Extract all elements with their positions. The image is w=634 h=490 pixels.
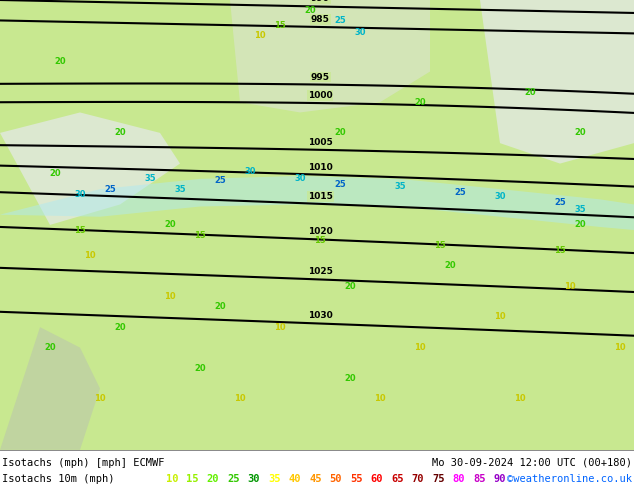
Text: 25: 25	[214, 176, 226, 185]
Text: 10: 10	[164, 292, 176, 301]
Text: 35: 35	[174, 185, 186, 194]
Text: 50: 50	[330, 474, 342, 484]
Text: 30: 30	[294, 174, 306, 183]
PathPatch shape	[230, 0, 430, 113]
Text: 10: 10	[84, 251, 96, 260]
Text: 25: 25	[334, 16, 346, 25]
Text: 20: 20	[574, 220, 586, 229]
Text: 20: 20	[54, 57, 66, 66]
Text: Isotachs (mph) [mph] ECMWF: Isotachs (mph) [mph] ECMWF	[2, 458, 164, 468]
Text: 995: 995	[311, 73, 330, 81]
PathPatch shape	[0, 327, 100, 450]
Text: 10: 10	[94, 394, 106, 403]
Text: 30: 30	[244, 167, 256, 176]
Text: 20: 20	[344, 282, 356, 291]
Text: 30: 30	[74, 190, 86, 199]
Text: 80: 80	[453, 474, 465, 484]
Text: 35: 35	[144, 174, 156, 183]
Text: 15: 15	[194, 231, 206, 240]
Text: 1010: 1010	[308, 163, 333, 172]
Text: 10: 10	[165, 474, 178, 484]
Text: 15: 15	[434, 241, 446, 250]
Text: 1030: 1030	[308, 312, 333, 320]
Text: 30: 30	[248, 474, 260, 484]
Text: 15: 15	[314, 236, 326, 245]
Text: 20: 20	[414, 98, 426, 107]
Text: 20: 20	[444, 261, 456, 270]
Text: 70: 70	[411, 474, 424, 484]
Text: 25: 25	[554, 198, 566, 207]
Text: 20: 20	[344, 374, 356, 383]
Text: 20: 20	[214, 302, 226, 311]
PathPatch shape	[480, 0, 634, 164]
Text: 20: 20	[164, 220, 176, 229]
Text: 55: 55	[350, 474, 363, 484]
Text: 20: 20	[207, 474, 219, 484]
Text: 10: 10	[414, 343, 426, 352]
Text: 10: 10	[274, 322, 286, 332]
Text: 10: 10	[614, 343, 626, 352]
Text: Isotachs 10m (mph): Isotachs 10m (mph)	[2, 474, 115, 484]
Text: 35: 35	[394, 182, 406, 191]
Text: 20: 20	[194, 364, 206, 372]
Text: 75: 75	[432, 474, 444, 484]
Text: 15: 15	[74, 225, 86, 235]
Text: 35: 35	[574, 205, 586, 214]
Text: 30: 30	[495, 192, 506, 201]
PathPatch shape	[0, 176, 634, 230]
Text: 25: 25	[227, 474, 240, 484]
Text: 30: 30	[354, 28, 366, 37]
Text: 25: 25	[334, 179, 346, 189]
Text: 35: 35	[268, 474, 281, 484]
Text: 60: 60	[371, 474, 383, 484]
Text: 25: 25	[454, 188, 466, 196]
Text: 20: 20	[334, 128, 346, 137]
Text: 10: 10	[374, 394, 386, 403]
Text: 10: 10	[514, 394, 526, 403]
Text: 20: 20	[114, 128, 126, 137]
Text: 985: 985	[311, 15, 330, 24]
Text: 20: 20	[524, 88, 536, 97]
Text: 90: 90	[494, 474, 507, 484]
Text: ©weatheronline.co.uk: ©weatheronline.co.uk	[507, 474, 632, 484]
Text: 15: 15	[186, 474, 198, 484]
Text: 1015: 1015	[307, 192, 333, 201]
Text: 15: 15	[274, 21, 286, 30]
Text: 1005: 1005	[308, 138, 333, 147]
Text: 85: 85	[473, 474, 486, 484]
Text: 40: 40	[288, 474, 301, 484]
Text: 20: 20	[304, 6, 316, 15]
Text: 20: 20	[49, 169, 61, 178]
Text: 25: 25	[104, 185, 116, 194]
PathPatch shape	[0, 113, 180, 225]
Text: 1000: 1000	[308, 91, 332, 100]
Text: 15: 15	[554, 246, 566, 255]
Text: Mo 30-09-2024 12:00 UTC (00+180): Mo 30-09-2024 12:00 UTC (00+180)	[432, 458, 632, 468]
Text: 10: 10	[254, 31, 266, 40]
Text: 1020: 1020	[308, 227, 333, 236]
Text: 65: 65	[391, 474, 404, 484]
Text: 45: 45	[309, 474, 321, 484]
Text: 20: 20	[574, 128, 586, 137]
Text: 20: 20	[44, 343, 56, 352]
Text: 10: 10	[234, 394, 246, 403]
Text: 10: 10	[494, 313, 506, 321]
Text: 20: 20	[114, 322, 126, 332]
Text: 10: 10	[564, 282, 576, 291]
Text: 990: 990	[311, 0, 330, 3]
Text: 1025: 1025	[307, 268, 333, 276]
